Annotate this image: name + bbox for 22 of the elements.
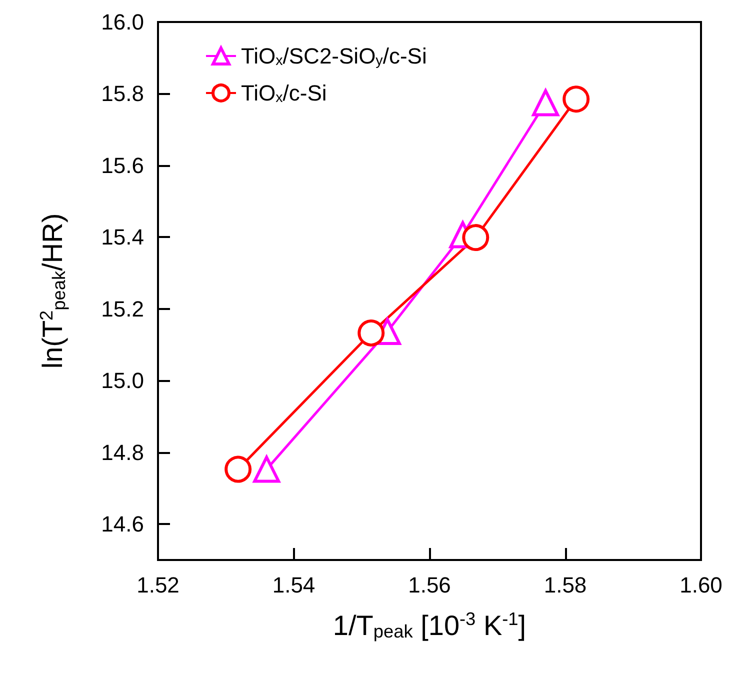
point	[462, 224, 490, 252]
x-tick-label: 1.52	[136, 572, 180, 598]
y-tick-label: 15.0	[101, 368, 144, 394]
x-tick-label: 1.60	[680, 572, 722, 598]
point	[224, 456, 252, 483]
y-tick-label: 16.0	[101, 10, 144, 34]
legend-label: TiOx/c-Si	[241, 80, 327, 106]
point	[253, 456, 280, 483]
y-axis-title: ln(T2peak/HR)	[36, 213, 69, 369]
y-tick-label: 14.8	[101, 440, 144, 465]
x-tick-label: 1.58	[544, 572, 587, 598]
y-tick-label: 15.2	[101, 296, 144, 322]
y-tick-label: 14.6	[101, 512, 144, 537]
x-tick-label: 1.54	[272, 572, 316, 598]
point	[358, 319, 385, 346]
y-tick-label: 15.4	[101, 224, 144, 250]
point	[532, 89, 560, 116]
legend-label: TiOx/SC2-SiOy/c-Si	[241, 44, 427, 69]
y-tick-label: 15.6	[101, 152, 144, 178]
x-tick-label: 1.56	[408, 572, 451, 598]
point	[562, 86, 590, 113]
y-tick-label: 15.8	[101, 81, 144, 106]
